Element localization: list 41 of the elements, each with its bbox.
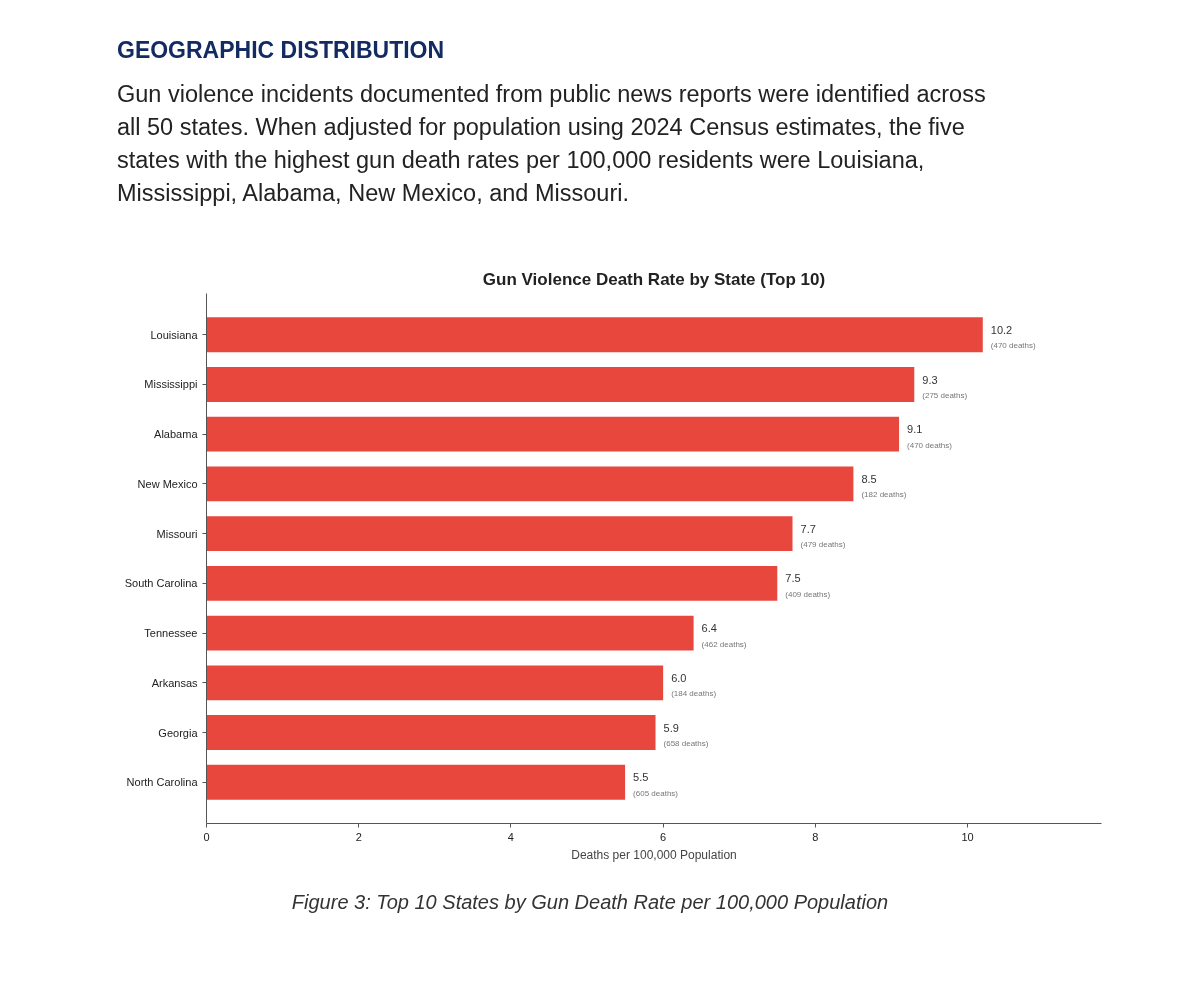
text: GEOGRAPHIC DISTRIBUTION: [117, 36, 445, 65]
bar: [206, 714, 656, 750]
y-tick-label: Georgia: [158, 726, 199, 739]
x-tick-label: 0: [203, 830, 210, 843]
y-tick-label: Missouri: [156, 527, 198, 540]
text: 8.5 (182 deaths): [861, 472, 907, 500]
text: 10.2 (470 deaths): [990, 323, 1036, 351]
bar: [206, 516, 793, 551]
text: 7.5 (409 deaths): [785, 572, 831, 599]
text: 5.9 (658 deaths): [663, 721, 709, 748]
chart-title: Gun Violence Death Rate by State (Top 10): [482, 269, 826, 289]
text: 7.7 (479 deaths): [800, 522, 846, 549]
y-tick-label: Tennessee: [144, 626, 198, 639]
x-tick-label: 8: [812, 830, 819, 843]
bar: [206, 565, 778, 601]
y-tick-label: New Mexico: [137, 477, 198, 490]
text: 5.5 (605 deaths): [633, 771, 678, 798]
text: 9.3 (275 deaths): [922, 373, 968, 400]
text: 6.4 (462 deaths): [701, 621, 747, 649]
x-tick-label: 6: [660, 830, 667, 843]
x-tick-label: 10: [961, 830, 974, 843]
caption: Figure 3: Top 10 States by Gun Death Rate per 100,000 Population: [291, 889, 889, 915]
bar: [206, 665, 664, 701]
y-tick-label: Alabama: [154, 428, 199, 441]
x-tick-label: 2: [355, 830, 362, 843]
y-tick-label: North Carolina: [126, 776, 199, 789]
bar: [206, 615, 694, 651]
y-tick-label: Mississippi: [144, 378, 198, 391]
y-tick-label: South Carolina: [124, 577, 199, 590]
bar: [206, 466, 854, 502]
y-tick-label: Arkansas: [151, 676, 198, 689]
text: 9.1 (470 deaths): [907, 423, 952, 450]
x-tick-label: 4: [507, 830, 514, 843]
x-axis-title: Deaths per 100,000 Population: [571, 847, 737, 862]
y-tick-label: Louisiana: [150, 328, 199, 341]
text: Gun violence incidents documented from public news reports were identified across all 50 states. When adjusted for population using 2024 Census estimates, the five states with the highest gun death rates per 100,000 residents were Louisiana, Mississippi, Alabama, New Mexico, and Missouri.: [117, 79, 987, 208]
bar: [206, 317, 983, 353]
bar: [206, 416, 900, 452]
bar: [206, 366, 915, 402]
bar: [206, 764, 626, 800]
text: 6.0 (184 deaths): [671, 671, 717, 699]
